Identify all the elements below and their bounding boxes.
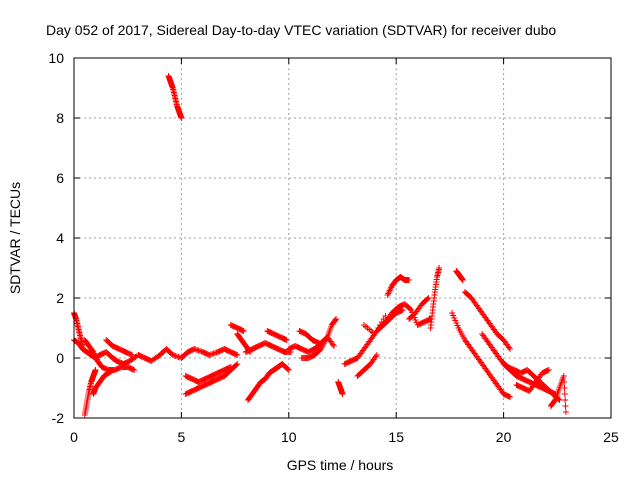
y-tick-label: 4 bbox=[56, 230, 64, 246]
data-point bbox=[128, 352, 135, 358]
data-point bbox=[545, 367, 552, 373]
y-tick-label: 6 bbox=[56, 170, 64, 186]
x-tick-label: 25 bbox=[603, 429, 619, 445]
data-point bbox=[425, 295, 432, 301]
data-point bbox=[109, 367, 116, 373]
data-point bbox=[407, 306, 414, 312]
x-tick-label: 20 bbox=[496, 429, 512, 445]
y-tick-label: -2 bbox=[52, 410, 65, 426]
data-point bbox=[424, 296, 431, 302]
data-point bbox=[92, 367, 99, 373]
data-point bbox=[330, 343, 337, 349]
axes: 0 5 10 15 20 25 -2 0 2 4 6 8 10 bbox=[48, 50, 619, 445]
data-point bbox=[178, 115, 185, 121]
data-point bbox=[561, 391, 568, 397]
data-point bbox=[561, 379, 568, 385]
data-point bbox=[373, 352, 380, 358]
data-point bbox=[406, 277, 413, 283]
y-tick-label: 2 bbox=[56, 290, 64, 306]
x-tick-label: 15 bbox=[388, 429, 404, 445]
y-axis-label: SDTVAR / TECUs bbox=[7, 182, 23, 294]
data-point bbox=[561, 385, 568, 391]
data-point bbox=[562, 409, 569, 415]
data-point bbox=[333, 316, 340, 322]
y-tick-label: 8 bbox=[56, 110, 64, 126]
data-point bbox=[131, 367, 138, 373]
data-point bbox=[332, 317, 339, 323]
data-point bbox=[283, 337, 290, 343]
data-point bbox=[339, 391, 346, 397]
y-tick-label: 10 bbox=[48, 50, 64, 66]
data-point bbox=[507, 346, 514, 352]
data-point bbox=[560, 373, 567, 379]
data-points bbox=[71, 73, 569, 418]
x-tick-label: 5 bbox=[178, 429, 186, 445]
y-tick-label: 0 bbox=[56, 350, 64, 366]
data-point bbox=[233, 362, 240, 368]
data-point bbox=[227, 364, 234, 370]
data-point bbox=[285, 367, 292, 373]
x-tick-label: 10 bbox=[281, 429, 297, 445]
data-point bbox=[436, 265, 443, 271]
x-axis-label: GPS time / hours bbox=[287, 457, 394, 473]
data-point bbox=[284, 366, 291, 372]
data-point bbox=[562, 397, 569, 403]
data-point bbox=[551, 398, 558, 404]
data-point bbox=[240, 328, 247, 334]
chart-title: Day 052 of 2017, Sidereal Day-to-day VTE… bbox=[46, 22, 556, 38]
data-point bbox=[79, 343, 86, 349]
data-point bbox=[315, 340, 322, 346]
data-point bbox=[459, 277, 466, 283]
x-tick-label: 0 bbox=[70, 429, 78, 445]
data-point bbox=[507, 394, 514, 400]
data-point bbox=[562, 403, 569, 409]
data-point bbox=[234, 361, 241, 367]
data-point bbox=[234, 352, 241, 358]
